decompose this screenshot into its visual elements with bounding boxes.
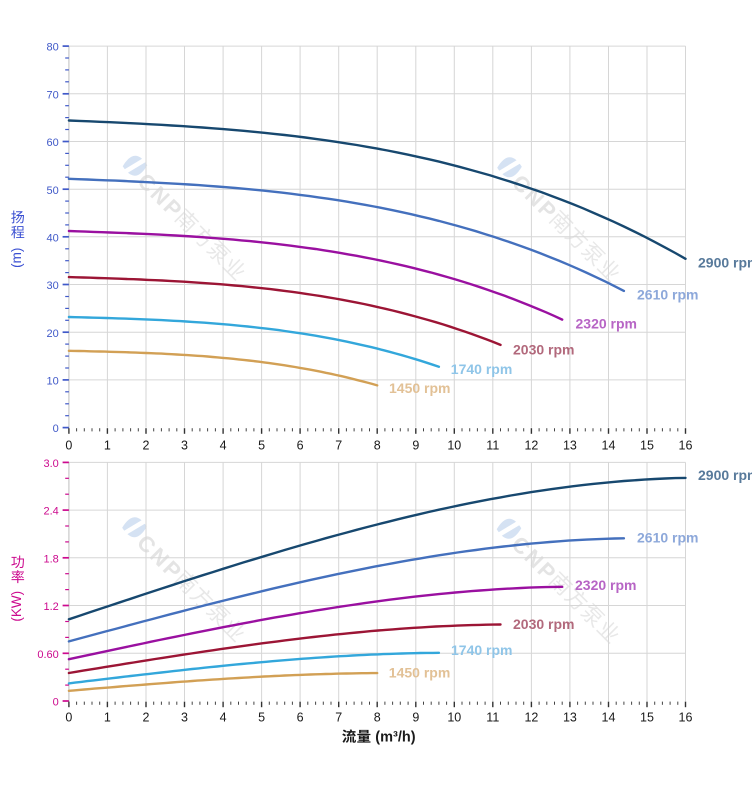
svg-text:8: 8 [374,710,381,724]
svg-text:2320 rpm: 2320 rpm [576,316,637,332]
svg-text:1740 rpm: 1740 rpm [451,642,512,658]
svg-text:30: 30 [47,280,59,292]
svg-text:4: 4 [220,438,227,452]
svg-text:15: 15 [640,710,654,724]
svg-text:2320 rpm: 2320 rpm [575,577,636,593]
svg-text:6: 6 [297,438,304,452]
svg-text:10: 10 [447,438,461,452]
svg-text:12: 12 [524,710,538,724]
svg-text:7: 7 [335,710,342,724]
svg-text:70: 70 [47,89,59,101]
svg-text:1450 rpm: 1450 rpm [389,380,450,396]
svg-text:10: 10 [447,710,461,724]
svg-text:1450 rpm: 1450 rpm [389,665,450,681]
svg-text:2900 rpm: 2900 rpm [698,254,752,270]
svg-text:4: 4 [220,710,227,724]
svg-text:2: 2 [143,438,150,452]
svg-text:2.4: 2.4 [44,506,59,518]
svg-text:8: 8 [374,438,381,452]
svg-text:2: 2 [143,710,150,724]
svg-text:14: 14 [602,710,616,724]
svg-text:16: 16 [679,438,693,452]
svg-text:60: 60 [47,137,59,149]
svg-text:14: 14 [602,438,616,452]
svg-text:2030 rpm: 2030 rpm [513,342,574,358]
svg-text:2900 rpm: 2900 rpm [698,467,752,483]
svg-text:1.8: 1.8 [44,553,59,565]
svg-text:(m³/h): (m³/h) [375,730,415,746]
svg-text:50: 50 [47,185,59,197]
svg-text:0: 0 [53,423,59,435]
svg-text:1: 1 [104,438,111,452]
svg-text:2030 rpm: 2030 rpm [513,616,574,632]
svg-text:5: 5 [258,438,265,452]
svg-text:80: 80 [47,42,59,54]
svg-text:0: 0 [65,438,72,452]
svg-text:13: 13 [563,438,577,452]
svg-text:1740 rpm: 1740 rpm [451,361,512,377]
svg-text:15: 15 [640,438,654,452]
svg-text:9: 9 [412,710,419,724]
svg-text:16: 16 [679,710,693,724]
svg-text:11: 11 [486,438,499,452]
svg-text:2610 rpm: 2610 rpm [637,530,698,546]
svg-text:11: 11 [486,710,499,724]
svg-text:20: 20 [47,328,59,340]
svg-text:1: 1 [104,710,111,724]
svg-text:6: 6 [297,710,304,724]
svg-text:0: 0 [65,710,72,724]
svg-text:2610 rpm: 2610 rpm [637,286,698,302]
svg-text:(KW): (KW) [9,591,24,622]
svg-text:0.60: 0.60 [37,649,58,661]
svg-text:10: 10 [47,376,59,388]
svg-text:3.0: 3.0 [44,458,59,470]
svg-text:(m): (m) [9,248,24,268]
svg-text:9: 9 [412,438,419,452]
svg-text:40: 40 [47,232,59,244]
svg-text:1.2: 1.2 [44,601,59,613]
svg-text:12: 12 [524,438,538,452]
svg-text:13: 13 [563,710,577,724]
svg-text:3: 3 [181,438,188,452]
svg-text:5: 5 [258,710,265,724]
svg-text:0: 0 [53,697,59,709]
svg-text:3: 3 [181,710,188,724]
svg-text:7: 7 [335,438,342,452]
